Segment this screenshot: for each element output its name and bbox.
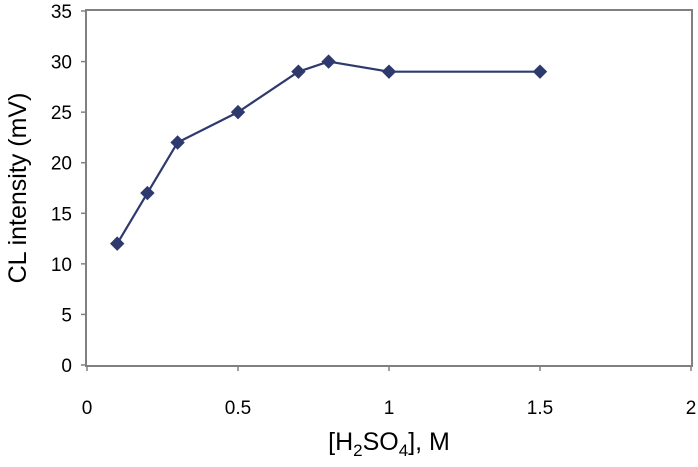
y-tick-label: 20 (51, 154, 72, 175)
y-tick-label: 25 (51, 103, 72, 124)
y-axis-title: CL intensity (mV) (4, 93, 32, 284)
data-point-marker (140, 185, 155, 201)
y-tick-label: 10 (51, 255, 72, 276)
y-tick-label: 5 (61, 305, 72, 326)
x-axis-title-suffix: ], M (408, 428, 450, 456)
y-tick-label: 15 (51, 204, 72, 225)
x-axis-title-prefix: [H (328, 428, 353, 456)
y-tick-label: 0 (61, 356, 72, 377)
x-axis-title-subscript-2: 4 (399, 441, 408, 460)
x-axis-title-subscript-1: 2 (353, 441, 362, 460)
data-point-marker (170, 135, 185, 150)
y-tick-label: 35 (51, 2, 72, 23)
data-point-marker (291, 64, 306, 79)
x-tick-label: 1.5 (527, 398, 553, 419)
plot-area-frame (85, 9, 693, 367)
x-axis-title: [H2SO4], M (328, 428, 450, 460)
x-axis-title-middle: SO (363, 428, 399, 456)
y-tick-label: 30 (51, 53, 72, 74)
series-layer (109, 54, 548, 251)
x-axis-ticks: 0 0.5 1 1.5 2 (82, 366, 697, 419)
data-point-marker (321, 54, 336, 69)
y-axis-ticks: 0 5 10 15 20 25 30 35 (51, 2, 86, 377)
x-tick-label: 0.5 (225, 398, 251, 419)
data-point-marker (230, 104, 246, 120)
x-tick-label: 1 (384, 398, 395, 419)
x-tick-label: 0 (82, 398, 93, 419)
data-point-marker (381, 64, 397, 79)
data-point-marker (532, 64, 548, 79)
series-line (116, 60, 540, 245)
data-point-marker (109, 236, 125, 251)
x-tick-label: 2 (686, 398, 697, 419)
